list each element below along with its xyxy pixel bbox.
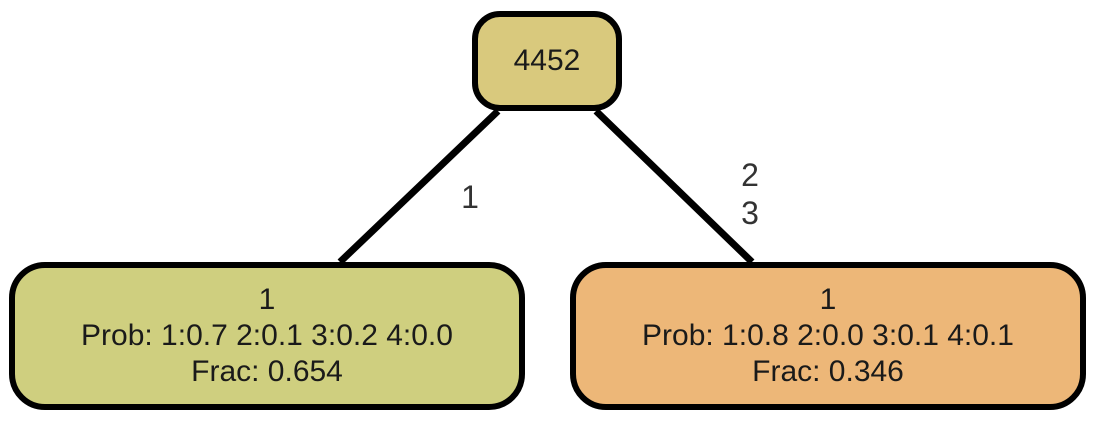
leaf-node-left: 1 Prob: 1:0.7 2:0.1 3:0.2 4:0.0 Frac: 0.…: [9, 262, 525, 410]
edge-label-right-line-1: 2: [741, 157, 759, 193]
leaf-node-right: 1 Prob: 1:0.8 2:0.0 3:0.1 4:0.1 Frac: 0.…: [570, 262, 1086, 410]
edge-label-right: 2 3: [735, 156, 765, 232]
root-node-label: 4452: [513, 44, 581, 77]
leaf-left-frac: Frac: 0.654: [191, 355, 343, 388]
leaf-left-title: 1: [258, 283, 276, 316]
leaf-right-prob: Prob: 1:0.8 2:0.0 3:0.1 4:0.1: [642, 319, 1014, 352]
edge-label-right-line-2: 3: [741, 195, 759, 231]
leaf-right-title: 1: [819, 283, 837, 316]
root-node: 4452: [472, 11, 622, 111]
edge-line-right: [593, 108, 755, 265]
edge-label-left-line: 1: [461, 179, 479, 215]
edge-label-left: 1: [455, 178, 485, 216]
edge-line-left: [337, 108, 501, 265]
leaf-left-prob: Prob: 1:0.7 2:0.1 3:0.2 4:0.0: [81, 319, 453, 352]
leaf-right-frac: Frac: 0.346: [752, 355, 904, 388]
